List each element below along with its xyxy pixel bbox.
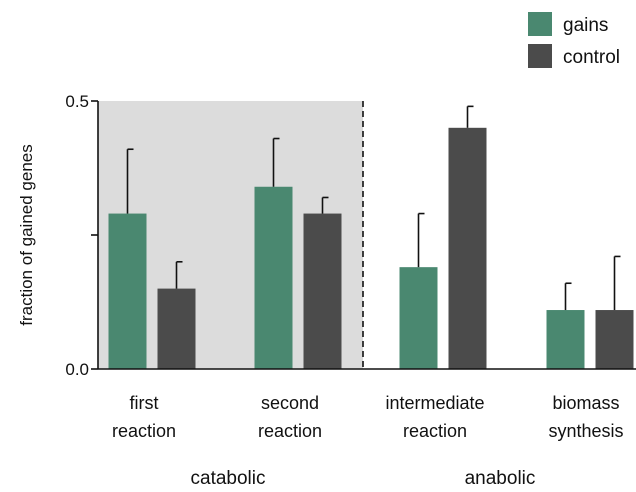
group-label-catabolic: catabolic (191, 468, 266, 489)
y-axis-title: fraction of gained genes (17, 144, 36, 325)
category-label-2-1: reaction (403, 421, 467, 441)
bar-control-2 (448, 127, 487, 369)
bar-gains-3 (546, 310, 585, 369)
category-labels-layer: first reaction second reaction intermediate r… (112, 393, 624, 441)
y-ticks-layer: 0.0 0.5 (65, 92, 98, 379)
bars-layer (108, 105, 634, 369)
legend-label-control: control (563, 47, 620, 68)
bar-control-0 (157, 288, 196, 369)
bar-control-3 (595, 310, 634, 369)
category-label-2-0: intermediate (385, 393, 484, 413)
bar-gains-0 (108, 213, 147, 369)
group-labels-layer: catabolic anabolic (191, 468, 536, 489)
legend: gains control (528, 12, 620, 68)
bar-control-1 (303, 213, 342, 369)
legend-swatch-control (528, 44, 552, 68)
legend-label-gains: gains (563, 15, 608, 36)
legend-swatch-gains (528, 12, 552, 36)
y-tick-label-0: 0.0 (65, 360, 89, 379)
y-tick-label-2: 0.5 (65, 92, 89, 111)
bar-gains-1 (254, 186, 293, 369)
category-label-3-1: synthesis (548, 421, 623, 441)
category-label-1-0: second (261, 393, 319, 413)
category-label-3-0: biomass (552, 393, 619, 413)
group-label-anabolic: anabolic (465, 468, 536, 489)
bar-gains-2 (399, 267, 438, 369)
category-label-0-1: reaction (112, 421, 176, 441)
category-label-0-0: first (130, 393, 159, 413)
category-label-1-1: reaction (258, 421, 322, 441)
